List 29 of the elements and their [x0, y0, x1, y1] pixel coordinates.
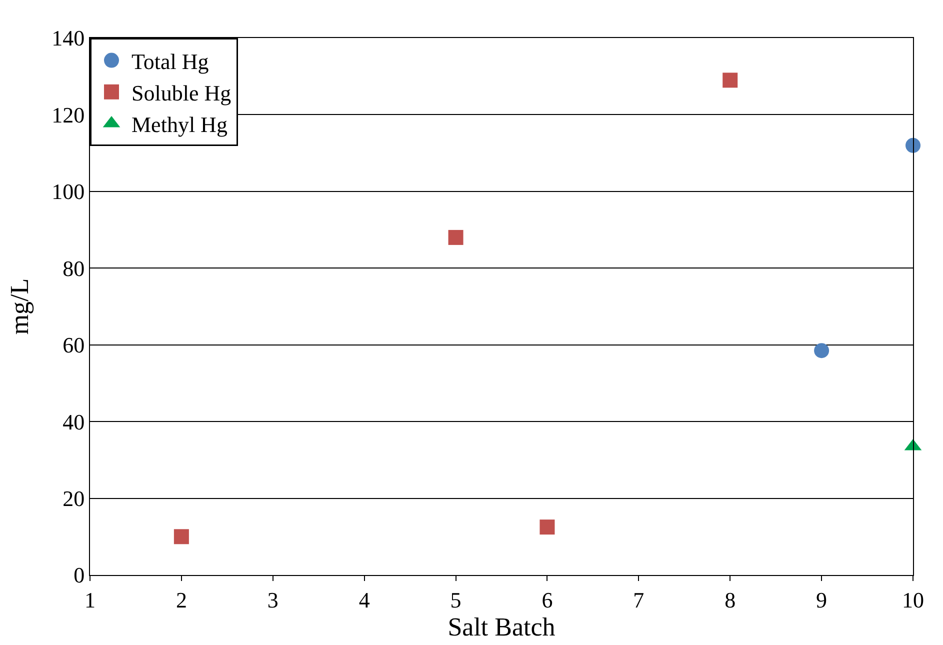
y-tick-label: 80: [62, 256, 85, 281]
point: [814, 343, 830, 358]
legend-label: Methyl Hg: [132, 112, 228, 138]
y-tick-label: 40: [62, 409, 85, 434]
point: [174, 529, 189, 544]
legend-label: Soluble Hg: [132, 80, 232, 106]
x-tick-label: 2: [176, 587, 187, 612]
y-tick-label: 60: [62, 332, 85, 358]
point: [906, 138, 920, 153]
x-tick-label: 10: [902, 587, 924, 612]
y-tick-label: 120: [52, 102, 85, 128]
y-axis-title: mg/L: [5, 278, 34, 335]
x-tick-label: 5: [450, 587, 462, 612]
legend-label: Total Hg: [132, 48, 209, 74]
x-tick-label: 7: [633, 587, 644, 612]
x-tick-label: 3: [267, 587, 278, 612]
y-tick-label: 20: [62, 486, 85, 511]
y-tick-label: 100: [52, 179, 85, 204]
point: [540, 520, 555, 535]
y-tick-label: 140: [52, 26, 85, 51]
x-tick-label: 1: [84, 587, 96, 612]
x-tick-label: 4: [358, 587, 370, 612]
x-tick-label: 6: [542, 587, 553, 612]
point: [448, 230, 464, 245]
x-tick-label: 8: [724, 587, 736, 612]
x-tick-label: 9: [816, 587, 828, 612]
x-axis-title: Salt Batch: [448, 612, 556, 642]
y-tick-label: 0: [74, 562, 85, 588]
point: [722, 72, 738, 88]
